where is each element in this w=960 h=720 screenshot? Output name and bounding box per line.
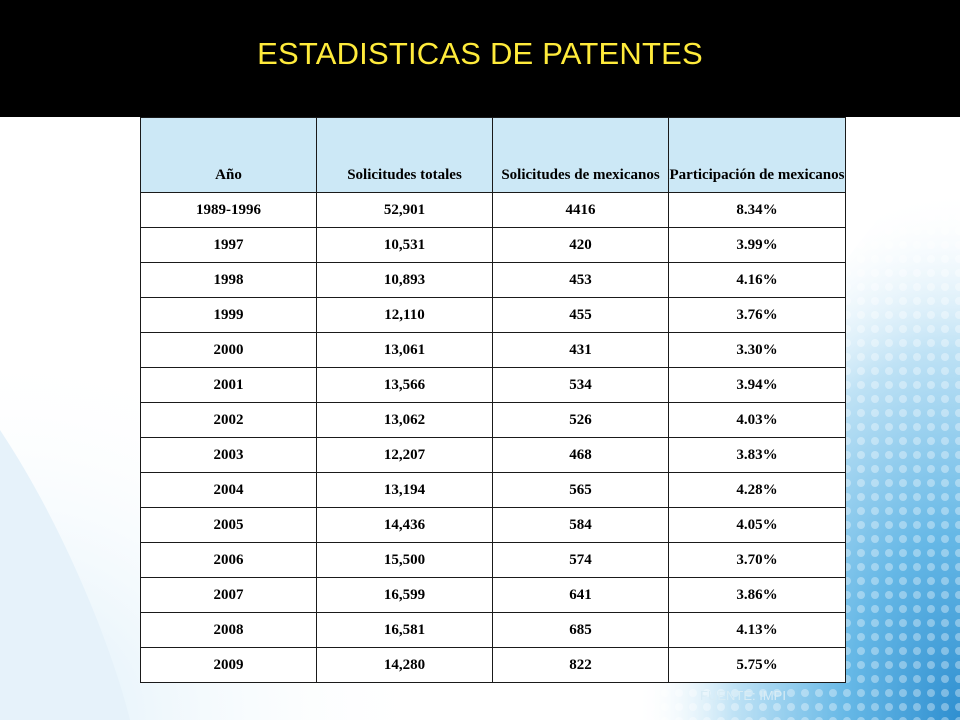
cell-mexican: 584 [492,507,669,543]
cell-mexican: 822 [492,647,669,683]
cell-share: 4.05% [668,507,846,543]
cell-year: 1999 [140,297,317,333]
cell-mexican: 685 [492,612,669,648]
table-row: 2008 16,581 685 4.13% [140,612,846,648]
cell-total: 52,901 [316,192,493,228]
cell-total: 12,110 [316,297,493,333]
cell-year: 2007 [140,577,317,613]
cell-mexican: 4416 [492,192,669,228]
cell-total: 15,500 [316,542,493,578]
cell-share: 3.30% [668,332,846,368]
table-row: 2002 13,062 526 4.03% [140,402,846,438]
cell-year: 2001 [140,367,317,403]
cell-share: 3.76% [668,297,846,333]
table-row: 2005 14,436 584 4.05% [140,507,846,543]
cell-total: 12,207 [316,437,493,473]
cell-mexican: 455 [492,297,669,333]
table-row: 1998 10,893 453 4.16% [140,262,846,298]
table-row: 1997 10,531 420 3.99% [140,227,846,263]
cell-year: 2002 [140,402,317,438]
cell-total: 13,566 [316,367,493,403]
cell-year: 2000 [140,332,317,368]
table-header-row: Año Solicitudes totales Solicitudes de m… [140,117,846,193]
cell-total: 10,893 [316,262,493,298]
cell-year: 2009 [140,647,317,683]
cell-total: 14,280 [316,647,493,683]
cell-year: 1989-1996 [140,192,317,228]
cell-mexican: 453 [492,262,669,298]
header-cell-mexican: Solicitudes de mexicanos [492,117,669,193]
title-bar [0,0,960,117]
cell-share: 4.13% [668,612,846,648]
cell-share: 3.86% [668,577,846,613]
cell-total: 16,581 [316,612,493,648]
header-cell-total: Solicitudes totales [316,117,493,193]
header-cell-share: Participación de mexicanos [668,117,846,193]
cell-year: 2005 [140,507,317,543]
cell-share: 5.75% [668,647,846,683]
cell-share: 4.16% [668,262,846,298]
cell-year: 1997 [140,227,317,263]
cell-mexican: 574 [492,542,669,578]
cell-share: 3.99% [668,227,846,263]
cell-year: 2006 [140,542,317,578]
cell-mexican: 468 [492,437,669,473]
cell-mexican: 641 [492,577,669,613]
cell-share: 3.83% [668,437,846,473]
cell-mexican: 534 [492,367,669,403]
cell-share: 4.28% [668,472,846,508]
patent-stats-table: Año Solicitudes totales Solicitudes de m… [140,117,846,683]
cell-year: 2003 [140,437,317,473]
header-cell-year: Año [140,117,317,193]
patent-stats-table-wrapper: Año Solicitudes totales Solicitudes de m… [140,117,846,683]
table-row: 1989-1996 52,901 4416 8.34% [140,192,846,228]
cell-mexican: 420 [492,227,669,263]
cell-share: 3.94% [668,367,846,403]
cell-total: 13,194 [316,472,493,508]
cell-share: 8.34% [668,192,846,228]
cell-total: 13,061 [316,332,493,368]
cell-mexican: 565 [492,472,669,508]
cell-year: 2008 [140,612,317,648]
table-row: 2001 13,566 534 3.94% [140,367,846,403]
table-body: 1989-1996 52,901 4416 8.34% 1997 10,531 420 3.9… [140,192,846,683]
source-note: FUENTE: IMPI [700,688,786,703]
table-row: 2006 15,500 574 3.70% [140,542,846,578]
table-row: 2007 16,599 641 3.86% [140,577,846,613]
cell-share: 4.03% [668,402,846,438]
cell-total: 16,599 [316,577,493,613]
table-row: 2009 14,280 822 5.75% [140,647,846,683]
cell-mexican: 526 [492,402,669,438]
table-row: 2004 13,194 565 4.28% [140,472,846,508]
page-title: ESTADISTICAS DE PATENTES [257,36,703,71]
cell-share: 3.70% [668,542,846,578]
table-row: 1999 12,110 455 3.76% [140,297,846,333]
cell-total: 10,531 [316,227,493,263]
cell-total: 13,062 [316,402,493,438]
cell-year: 2004 [140,472,317,508]
table-row: 2003 12,207 468 3.83% [140,437,846,473]
cell-year: 1998 [140,262,317,298]
table-row: 2000 13,061 431 3.30% [140,332,846,368]
cell-mexican: 431 [492,332,669,368]
cell-total: 14,436 [316,507,493,543]
